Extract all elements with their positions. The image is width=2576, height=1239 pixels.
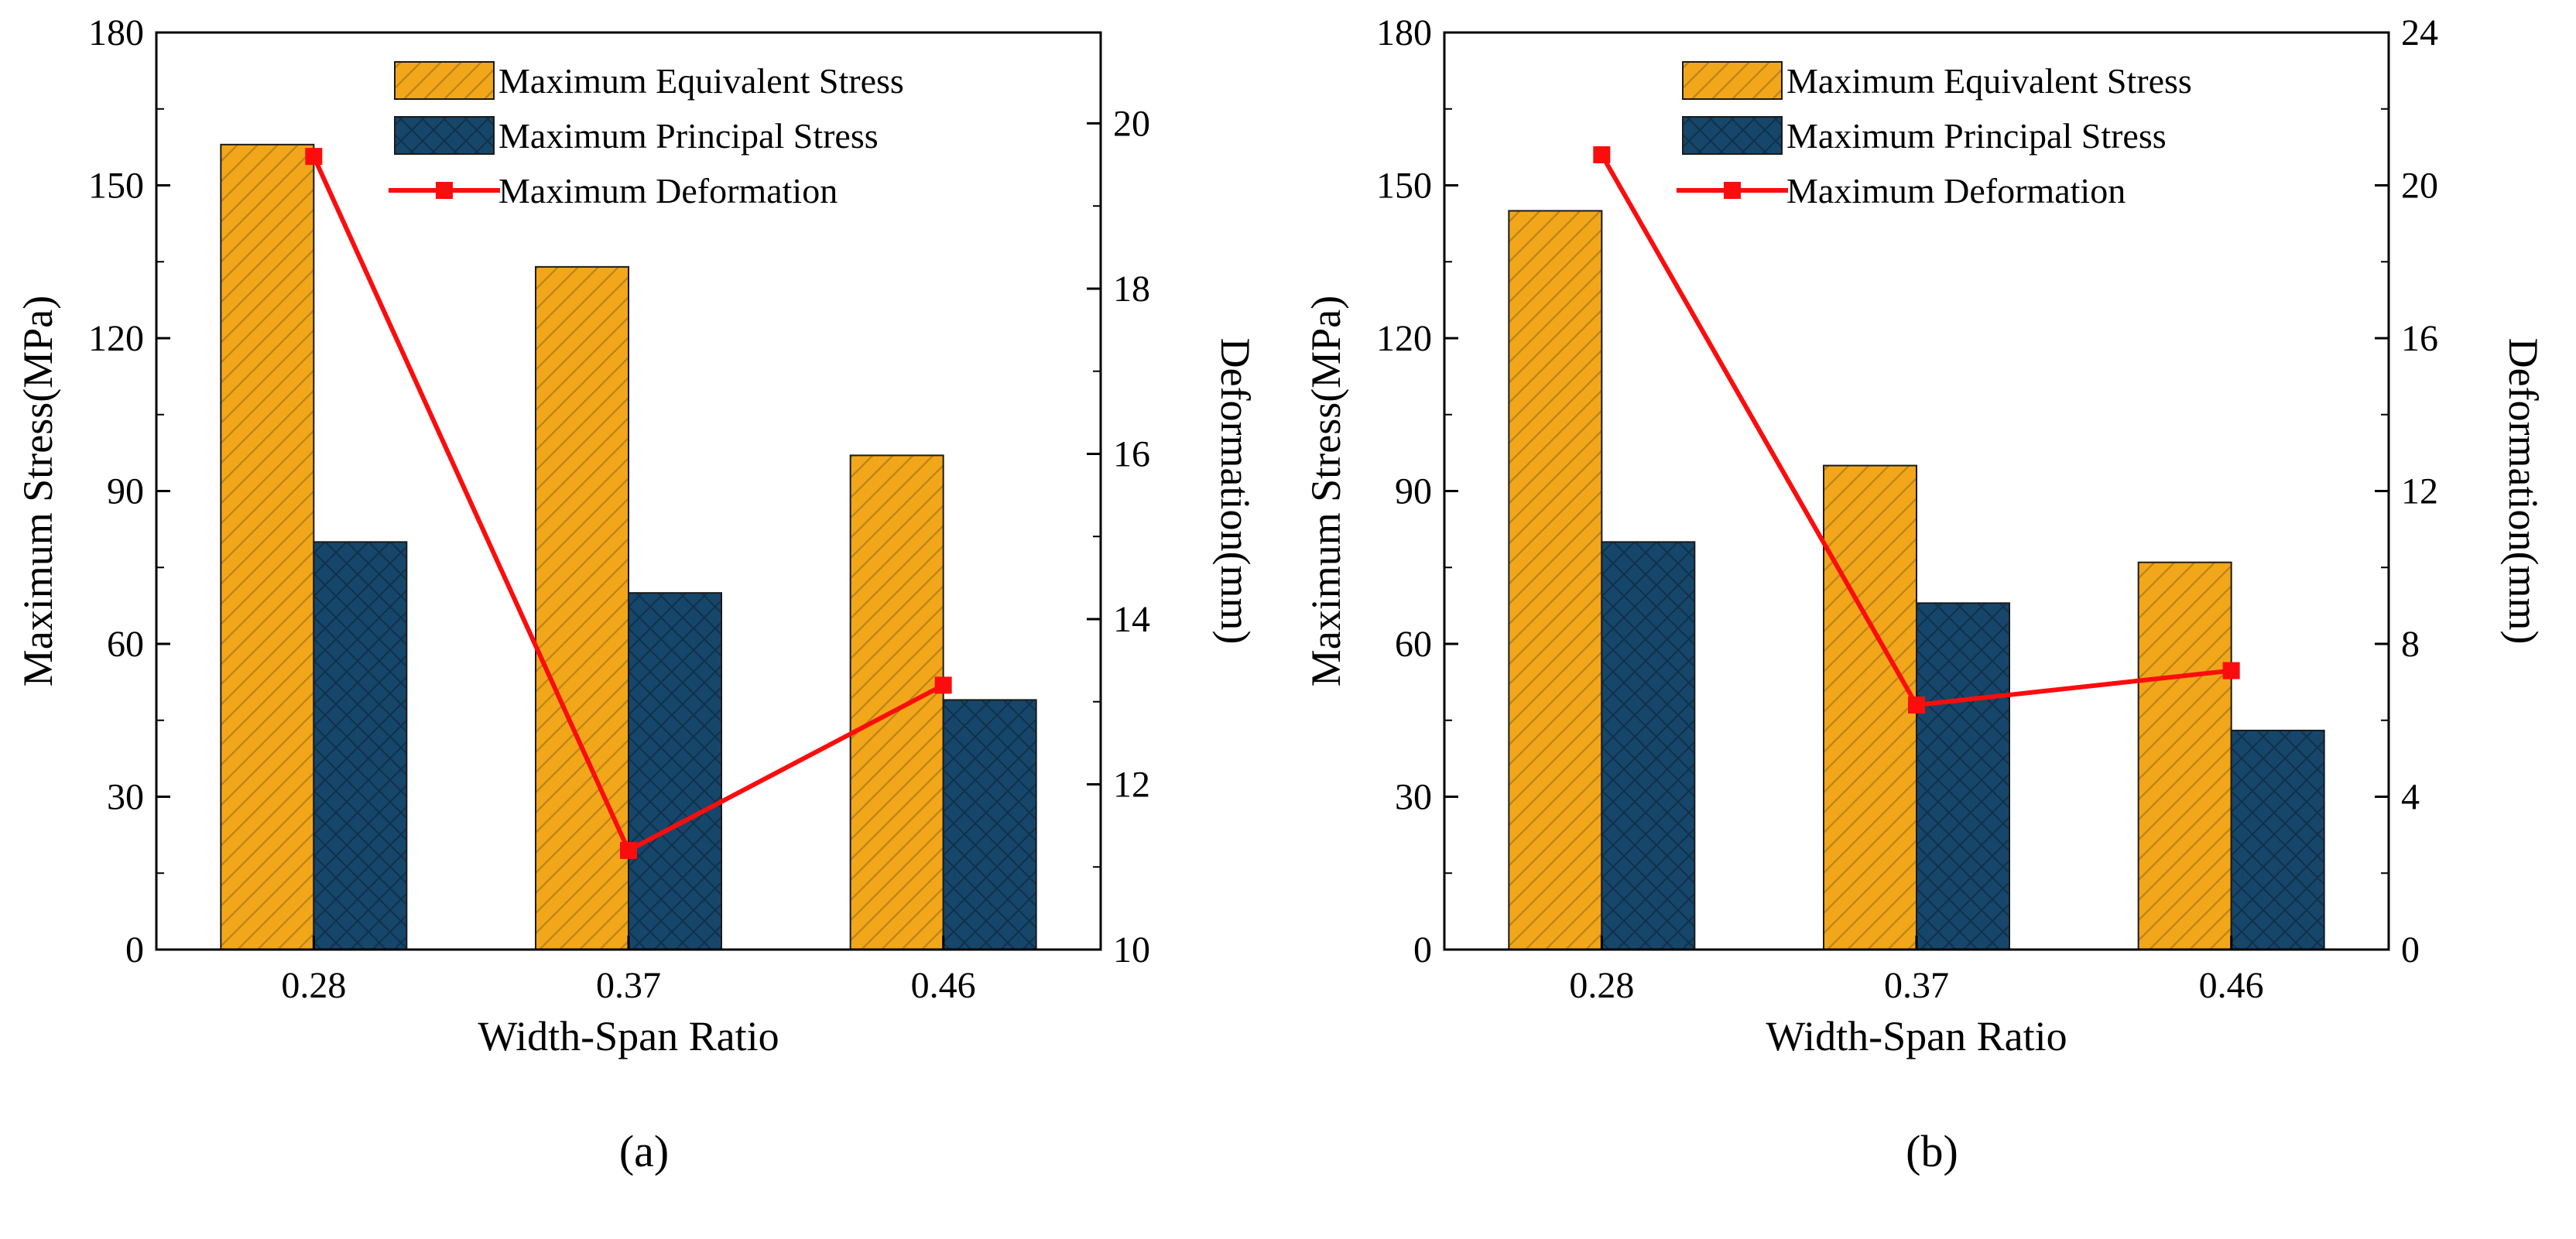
left-tick-label: 60 [107, 624, 144, 665]
bar-principal-0.46 [942, 699, 1037, 951]
left-tick-label: 180 [1376, 12, 1432, 53]
bar-principal-0.37 [1916, 602, 2010, 950]
deformation-marker-0.37 [620, 841, 637, 859]
legend-swatch-principal [394, 116, 495, 155]
left-tick-label: 0 [1413, 929, 1432, 970]
left-tick-label: 150 [1376, 166, 1432, 207]
bar-principal-0.28 [313, 541, 408, 950]
deformation-marker-0.37 [1908, 697, 1925, 714]
right-tick-label: 16 [2401, 318, 2438, 359]
left-tick-label: 90 [107, 471, 144, 512]
legend-swatch-equivalent [394, 61, 495, 100]
left-tick-label: 120 [1376, 318, 1432, 359]
chart-svg-b: 0 30 60 90 120 150 180 0 4 8 12 16 20 24 0.28 0.37 0.46 M… [1303, 12, 2547, 1059]
right-axis-title: Deformation(mm) [1212, 338, 1259, 645]
right-tick-label: 12 [2401, 471, 2438, 512]
legend-marker-deformation [436, 182, 453, 199]
left-tick-label: 30 [107, 777, 144, 818]
left-tick-label: 30 [1395, 777, 1432, 818]
right-tick-label: 12 [1113, 764, 1150, 805]
right-tick-label: 14 [1113, 599, 1150, 640]
bar-principal-0.28 [1601, 541, 1696, 950]
chart-b-svg-host: 0 30 60 90 120 150 180 0 4 8 12 16 20 24 0.28 0.37 0.46 M… [1288, 0, 2576, 1083]
bar-equivalent-0.28 [220, 143, 315, 950]
bar-principal-0.46 [2230, 729, 2325, 951]
x-tick-label: 0.37 [1884, 965, 1949, 1006]
legend-swatch-principal [1682, 116, 1783, 155]
legend-label-1: Maximum Principal Stress [1786, 116, 2167, 156]
bar-equivalent-0.46 [849, 454, 944, 950]
right-tick-label: 10 [1113, 929, 1150, 970]
chart-panel-b: 0 30 60 90 120 150 180 0 4 8 12 16 20 24 0.28 0.37 0.46 M… [1288, 0, 2576, 1177]
x-tick-label: 0.46 [2199, 965, 2264, 1006]
bar-equivalent-0.37 [535, 265, 629, 951]
chart-a-svg-host: 0 30 60 90 120 150 180 10 12 14 16 18 20 0.28 0.37 0.46… [0, 0, 1288, 1083]
right-tick-label: 24 [2401, 12, 2438, 53]
left-axis-title: Maximum Stress(MPa) [15, 296, 61, 687]
caption-a: (a) [618, 1126, 670, 1176]
right-tick-label: 16 [1113, 433, 1150, 474]
bar-principal-0.37 [628, 592, 722, 951]
deformation-marker-0.46 [2222, 662, 2240, 679]
deformation-marker-0.28 [305, 148, 323, 166]
right-tick-label: 4 [2401, 777, 2420, 818]
right-tick-label: 0 [2401, 929, 2420, 970]
x-tick-label: 0.28 [281, 965, 346, 1006]
x-tick-label: 0.46 [911, 965, 976, 1006]
x-tick-label: 0.37 [596, 965, 661, 1006]
right-tick-label: 20 [2401, 166, 2438, 207]
legend-label-1: Maximum Principal Stress [498, 116, 879, 156]
right-tick-label: 18 [1113, 269, 1150, 310]
right-tick-label: 20 [1113, 103, 1150, 144]
deformation-marker-0.28 [1593, 146, 1611, 163]
legend-label-0: Maximum Equivalent Stress [1786, 61, 2192, 101]
left-axis-title: Maximum Stress(MPa) [1303, 296, 1349, 687]
x-axis-title: Width-Span Ratio [478, 1013, 779, 1059]
left-tick-label: 60 [1395, 624, 1432, 665]
x-tick-label: 0.28 [1569, 965, 1634, 1006]
caption-b: (b) [1906, 1126, 1958, 1176]
right-tick-label: 8 [2401, 624, 2420, 665]
left-tick-label: 120 [88, 318, 144, 359]
x-axis-title: Width-Span Ratio [1766, 1013, 2067, 1059]
legend-swatch-equivalent [1682, 61, 1783, 100]
left-tick-label: 0 [125, 929, 144, 970]
chart-svg-a: 0 30 60 90 120 150 180 10 12 14 16 18 20 0.28 0.37 0.46… [15, 12, 1259, 1059]
left-tick-label: 90 [1395, 471, 1432, 512]
legend-label-0: Maximum Equivalent Stress [498, 61, 904, 101]
right-axis-title: Deformation(mm) [2500, 338, 2547, 645]
bar-equivalent-0.37 [1823, 464, 1917, 950]
legend-label-2: Maximum Deformation [498, 171, 838, 210]
bar-equivalent-0.46 [2137, 561, 2232, 951]
chart-panel-a: 0 30 60 90 120 150 180 10 12 14 16 18 20 0.28 0.37 0.46… [0, 0, 1288, 1177]
legend-label-2: Maximum Deformation [1786, 171, 2126, 210]
legend-marker-deformation [1724, 182, 1741, 199]
bar-equivalent-0.28 [1508, 210, 1603, 950]
left-tick-label: 180 [88, 12, 144, 53]
deformation-marker-0.46 [934, 676, 952, 694]
left-tick-label: 150 [88, 166, 144, 207]
